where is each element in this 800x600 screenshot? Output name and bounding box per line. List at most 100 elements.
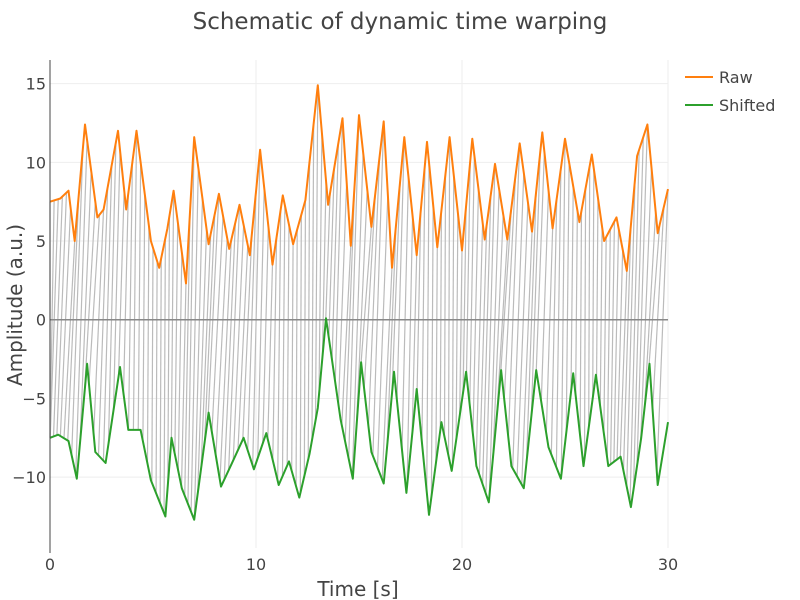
warp-link (318, 133, 323, 395)
warp-link (242, 234, 253, 440)
series-line-shifted (49, 317, 669, 521)
x-tick-label: 20 (452, 555, 472, 574)
warp-link (622, 224, 632, 471)
warp-link (331, 142, 339, 361)
warp-link (155, 261, 158, 494)
warp-link (286, 224, 290, 466)
y-tick-label: 10 (26, 153, 46, 172)
warp-link (503, 175, 517, 400)
warp-link (512, 172, 525, 469)
y-tick-label: 5 (36, 232, 46, 251)
legend: Raw Shifted (685, 68, 775, 115)
warp-link (521, 231, 533, 485)
warp-link (606, 229, 611, 459)
warp-link (386, 224, 397, 448)
legend-item-raw[interactable]: Raw (685, 68, 753, 87)
y-tick-label: −10 (12, 468, 46, 487)
warp-link (560, 138, 566, 475)
warp-link (247, 191, 257, 451)
warp-link (381, 267, 393, 480)
warp-link (459, 250, 463, 416)
warp-link (63, 240, 76, 439)
warp-link (610, 221, 616, 465)
warp-link (535, 151, 545, 371)
x-tick-label: 0 (45, 555, 55, 574)
tick-labels: 0 10 20 30 −10 −5 0 5 10 15 (12, 75, 678, 574)
warp-link (159, 257, 162, 504)
warp-link (396, 137, 405, 401)
warp-link (174, 221, 179, 455)
warp-link (640, 167, 653, 442)
warp-link (272, 236, 278, 461)
warp-link (122, 193, 129, 394)
warp-link (595, 197, 599, 380)
warp-link (177, 252, 183, 471)
warp-link (328, 167, 335, 338)
warp-link (516, 202, 529, 477)
warp-link (321, 180, 327, 359)
warp-link (525, 191, 537, 463)
warp-link (482, 194, 492, 485)
warp-link (416, 209, 422, 393)
warp-link (570, 186, 574, 393)
warp-link (344, 180, 356, 442)
warp-link (223, 222, 236, 480)
y-tick-label: 15 (26, 75, 46, 94)
warp-link (579, 210, 583, 436)
warp-link (281, 205, 286, 477)
warp-link (215, 237, 228, 457)
warp-link (107, 142, 117, 445)
warp-link (307, 161, 311, 460)
warp-link (391, 180, 401, 394)
warp-link (170, 190, 175, 440)
legend-label-raw: Raw (719, 68, 753, 87)
warp-link (295, 229, 298, 487)
warping-links (49, 85, 669, 519)
x-axis-title: Time [s] (316, 577, 398, 600)
warp-link (359, 226, 372, 377)
warp-link (142, 193, 146, 442)
warp-link (485, 163, 496, 494)
warp-link (252, 149, 261, 466)
warp-link (545, 228, 554, 434)
warp-link (647, 224, 661, 374)
legend-item-shifted[interactable]: Shifted (685, 96, 775, 115)
warp-link (132, 130, 138, 430)
y-tick-label: −5 (22, 389, 46, 408)
warp-link (88, 214, 101, 385)
warp-link (507, 143, 521, 438)
warp-link (167, 215, 171, 486)
warp-link (146, 225, 150, 464)
warp-link (475, 222, 484, 464)
warp-link (184, 210, 191, 496)
warp-link (203, 213, 216, 443)
warp-link (207, 193, 220, 417)
warp-link (499, 207, 513, 380)
warp-link (291, 244, 294, 472)
warp-link (303, 200, 307, 476)
warp-link (211, 215, 224, 433)
warp-link (52, 196, 63, 437)
warp-link (530, 152, 541, 417)
warp-link (447, 137, 451, 456)
warp-link (127, 162, 133, 430)
warp-link (193, 198, 204, 519)
warp-link (619, 270, 628, 457)
warp-link (311, 123, 315, 441)
warp-link (613, 228, 620, 462)
y-axis-title: Amplitude (a.u.) (3, 224, 27, 386)
chart-title: Schematic of dynamic time warping (193, 9, 608, 35)
warp-link (314, 85, 319, 421)
warp-link (540, 190, 550, 402)
warp-link (376, 194, 389, 468)
warp-link (267, 264, 274, 440)
warp-link (325, 192, 331, 323)
warp-link (588, 165, 591, 429)
warp-link (583, 188, 587, 460)
warp-link (372, 121, 385, 456)
warp-link (334, 118, 344, 383)
warp-link (430, 205, 434, 498)
warp-link (565, 162, 570, 434)
warp-link (462, 205, 467, 393)
